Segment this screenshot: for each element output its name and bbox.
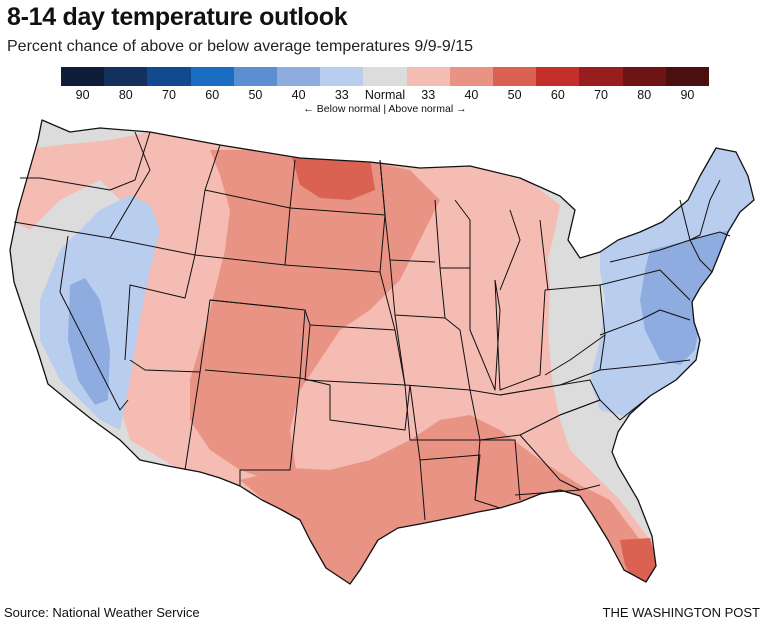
legend-label: 40 — [464, 88, 479, 102]
legend-swatch-above-70 — [579, 67, 623, 86]
legend-swatch-above-80 — [622, 67, 666, 86]
above-normal-50-region — [290, 150, 375, 200]
border-colorado — [204, 299, 306, 379]
legend-swatch-above-90 — [665, 67, 710, 86]
below-normal-40-california-region — [68, 278, 110, 405]
legend-swatch-normal — [363, 67, 407, 86]
below-normal-40-east-region — [640, 230, 740, 365]
border-nevada-utah — [124, 254, 196, 361]
border-virginia-maryland — [599, 309, 691, 336]
legend-label: 33 — [334, 88, 349, 102]
border-oregon — [13, 131, 151, 239]
us-temperature-map — [9, 119, 755, 585]
legend-label: 50 — [248, 88, 263, 102]
legend-swatch-below-90 — [61, 67, 105, 86]
border-iowa — [389, 259, 446, 319]
border-minnesota — [379, 159, 436, 263]
border-arizona-newmexico — [184, 371, 201, 471]
source-credit: Source: National Weather Service — [4, 605, 200, 620]
legend-swatch-above-50 — [493, 67, 537, 86]
legend-label: 60 — [550, 88, 565, 102]
border-mississippi-alabama — [474, 439, 521, 501]
border-newmexico-texas — [239, 377, 301, 486]
legend-label: 70 — [594, 88, 608, 102]
border-georgia-carolinas — [519, 399, 621, 491]
legend-direction-note: ← Below normal | Above normal → — [303, 103, 467, 115]
legend-swatch-below-80 — [104, 67, 148, 86]
border-kansas — [304, 324, 406, 386]
border-arkansas — [404, 384, 481, 441]
legend-label-normal: Normal — [364, 88, 406, 102]
border-newengland — [679, 179, 721, 241]
border-massachusetts — [689, 231, 731, 241]
legend-label: 90 — [75, 88, 90, 102]
legend-swatch-below-33 — [320, 67, 364, 86]
above-normal-40-west-region — [190, 150, 440, 480]
legend-swatch-above-33 — [406, 67, 450, 86]
border-oklahoma — [299, 377, 411, 431]
color-legend: 90 80 70 60 50 40 33 Normal 33 40 50 60 … — [61, 67, 710, 115]
map-subtitle: Percent chance of above or below average… — [7, 38, 474, 55]
legend-swatch-below-60 — [190, 67, 234, 86]
legend-swatch-above-60 — [536, 67, 580, 86]
legend-swatch-below-50 — [233, 67, 278, 86]
legend-swatch-below-70 — [147, 67, 191, 86]
border-idaho — [109, 144, 221, 256]
border-washington — [20, 131, 151, 191]
legend-labels: 90 80 70 60 50 40 33 Normal 33 40 50 60 … — [61, 88, 709, 102]
legend-label: 90 — [680, 88, 695, 102]
border-florida-north — [514, 484, 601, 496]
legend-color-bar — [61, 67, 710, 86]
legend-label: 50 — [507, 88, 522, 102]
legend-label: 70 — [162, 88, 176, 102]
legend-label: 33 — [421, 88, 436, 102]
legend-label: 80 — [637, 88, 652, 102]
map-title: 8-14 day temperature outlook — [7, 3, 348, 31]
border-northcarolina — [599, 359, 691, 421]
publisher-credit: THE WASHINGTON POST — [602, 605, 760, 620]
border-michigan — [499, 209, 549, 291]
border-pennsylvania — [599, 269, 691, 301]
probability-fill-layer — [10, 120, 754, 584]
legend-label: 60 — [205, 88, 220, 102]
state-borders — [9, 119, 755, 585]
border-illinois — [469, 268, 501, 391]
border-nebraska — [304, 271, 396, 331]
border-indiana — [494, 279, 546, 391]
legend-label: 40 — [291, 88, 306, 102]
us-outline — [9, 119, 755, 585]
legend-swatch-above-40 — [449, 67, 494, 86]
legend-label: 80 — [118, 88, 133, 102]
legend-swatch-below-40 — [277, 67, 321, 86]
border-california-nevada — [59, 235, 129, 411]
border-louisiana — [419, 454, 501, 509]
